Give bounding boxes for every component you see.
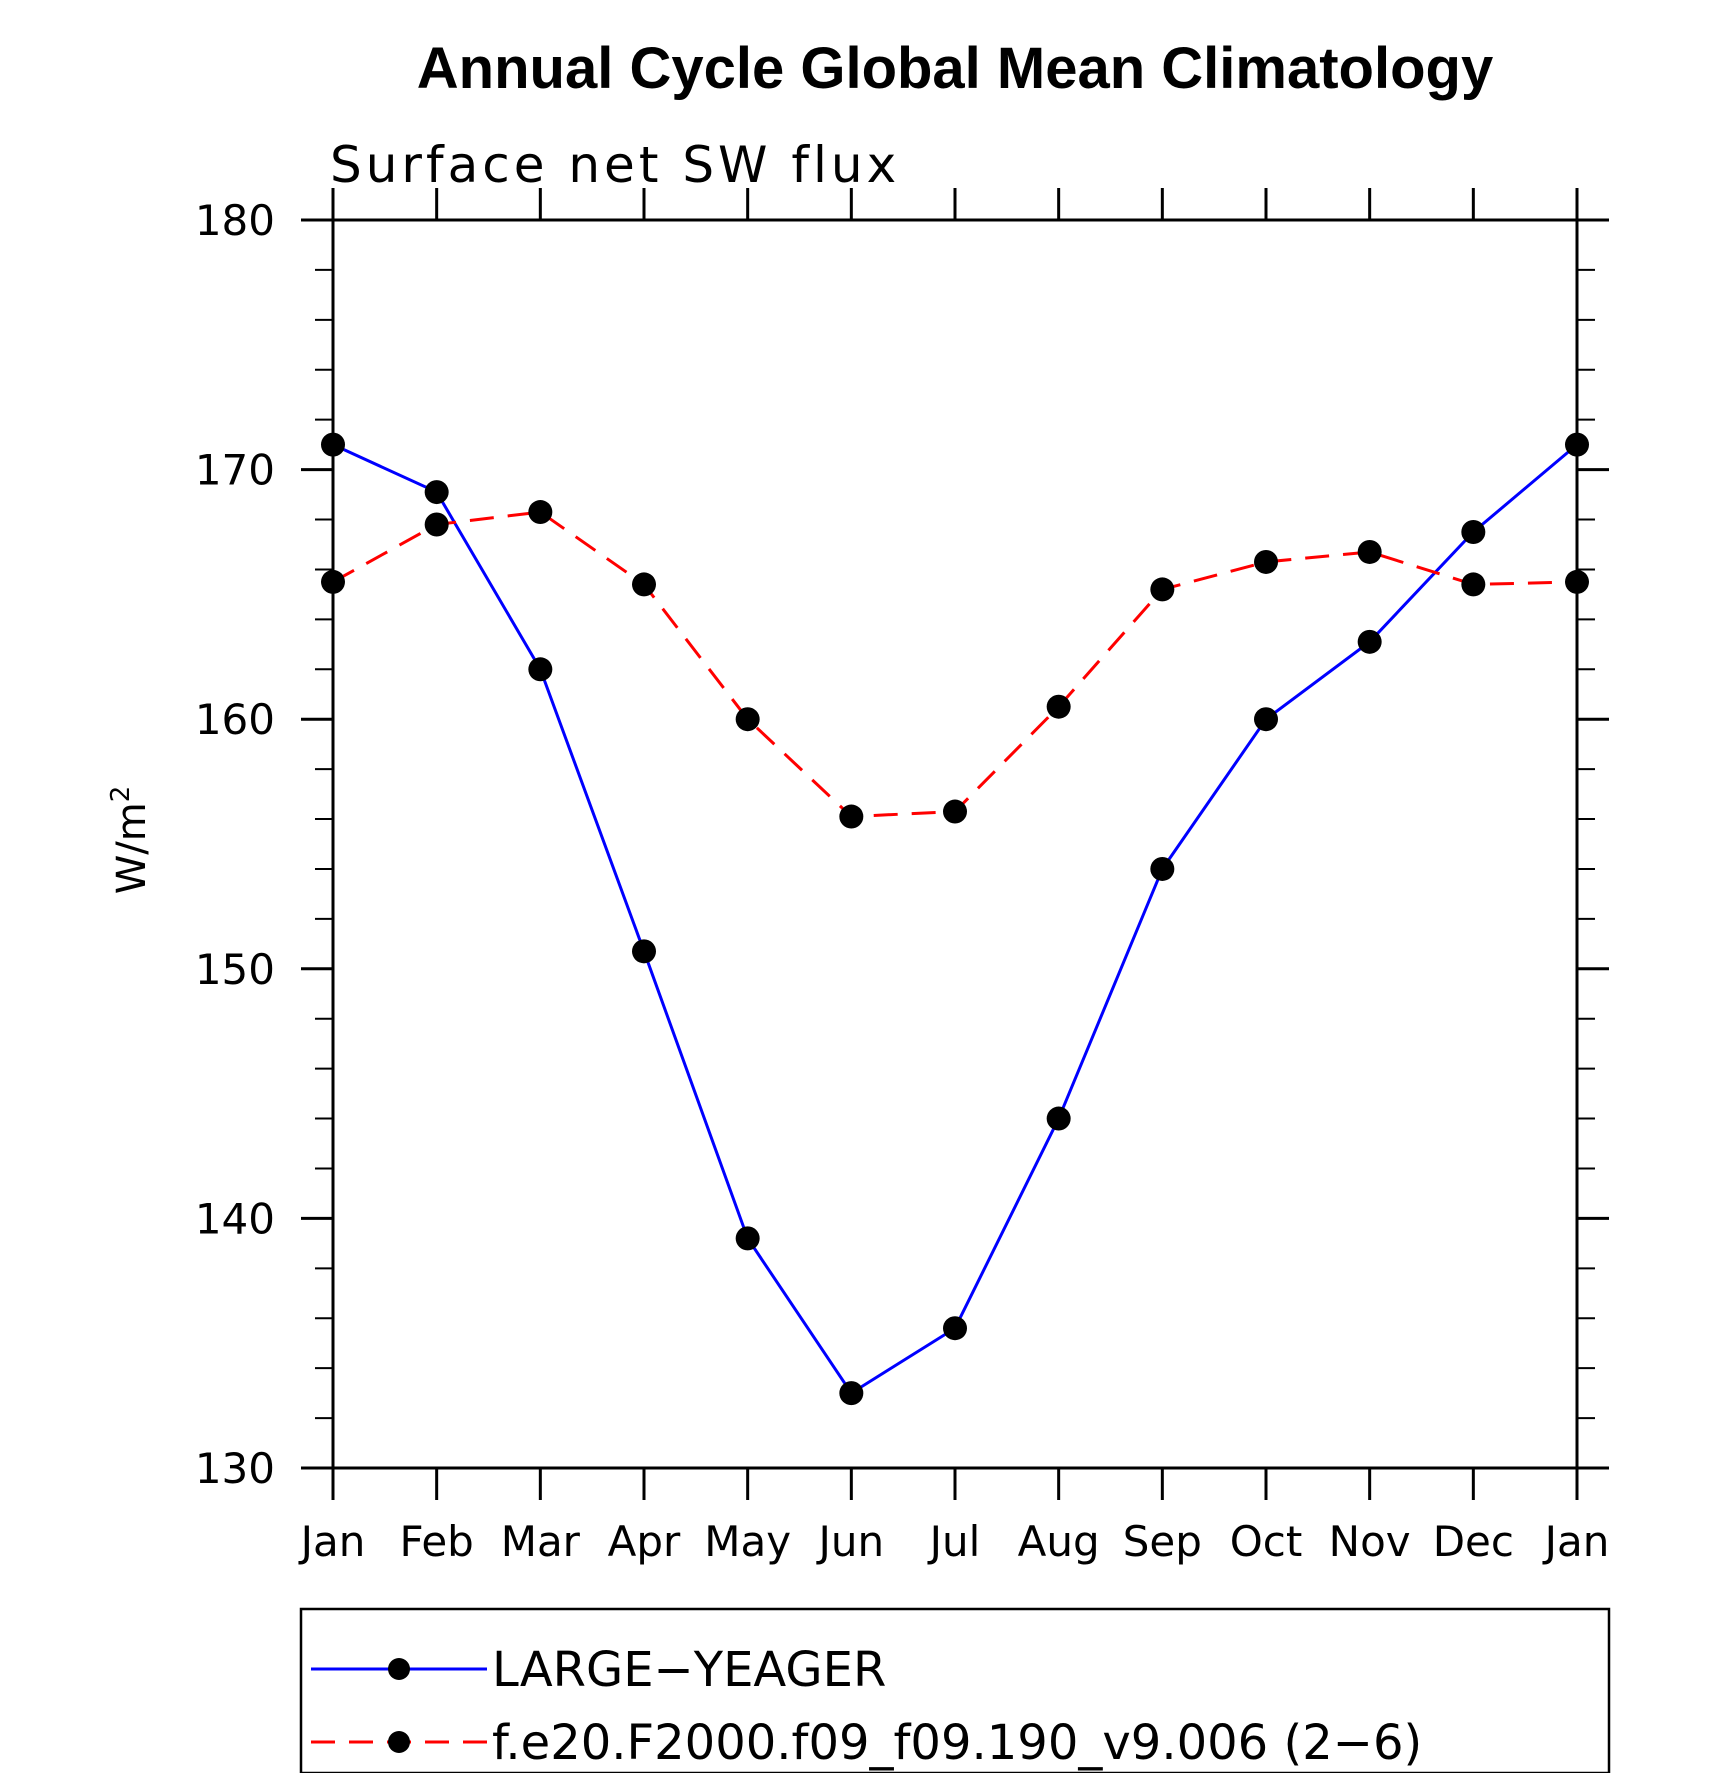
legend: LARGE−YEAGER f.e20.F2000.f09_f09.190_v9.0… (311, 1642, 1422, 1771)
data-point (839, 1381, 864, 1406)
legend-label: f.e20.F2000.f09_f09.190_v9.006 (2−6) (492, 1715, 1422, 1771)
data-point (1357, 629, 1382, 654)
data-point (632, 939, 656, 964)
x-tick-label: Nov (1329, 1517, 1411, 1566)
chart-subtitle: Surface net SW flux (330, 136, 900, 194)
legend-label: LARGE−YEAGER (492, 1642, 886, 1698)
x-tick-label: Jul (927, 1517, 981, 1566)
data-point (1357, 539, 1382, 564)
data-point (321, 432, 345, 457)
data-point (735, 1226, 760, 1251)
series-line (332, 443, 1578, 1396)
data-point (943, 1316, 967, 1341)
data-point (1565, 569, 1589, 594)
data-point (943, 799, 967, 824)
legend-swatch-marker (388, 1731, 410, 1753)
x-tick-label: Sep (1123, 1517, 1202, 1566)
data-point (1150, 577, 1175, 602)
data-point (1254, 549, 1278, 574)
x-tick-label: Oct (1230, 1517, 1303, 1566)
y-tick-label: 130 (195, 1444, 275, 1493)
data-point (424, 512, 449, 537)
data-point (1150, 856, 1175, 881)
y-tick-label: 180 (195, 196, 275, 245)
y-axis-label-base: W/m (109, 802, 155, 894)
y-axis-label: W/m2 (106, 786, 155, 895)
x-tick-label: Mar (501, 1517, 581, 1566)
x-tick-label: May (704, 1517, 791, 1566)
series-layer (321, 432, 1589, 1406)
legend-box (299, 1607, 1611, 1773)
series-line (332, 510, 1578, 819)
plot-axes: Jan Feb Mar Apr May Jun Jul Aug Sep Oct Nov Dec Jan 1… (195, 188, 1610, 1566)
y-tick-label: 160 (195, 695, 275, 744)
x-tick-label: Feb (399, 1517, 473, 1566)
data-point (321, 569, 345, 594)
data-point (528, 500, 553, 525)
y-tick-label: 150 (195, 945, 275, 994)
y-tick-label: 170 (195, 446, 275, 495)
x-tick-label: Apr (608, 1517, 681, 1566)
chart-title: Annual Cycle Global Mean Climatology (417, 36, 1493, 101)
y-axis-label-superscript: 2 (106, 786, 136, 803)
data-point (839, 804, 864, 829)
x-tick-label: Jan (298, 1517, 366, 1566)
legend-swatch-marker (388, 1658, 410, 1680)
series-1 (321, 432, 1589, 1406)
x-tick-label: Jun (816, 1517, 885, 1566)
x-tick-label: Jan (1542, 1517, 1610, 1566)
data-point (424, 480, 449, 505)
series-2 (321, 500, 1589, 829)
data-point (1046, 694, 1071, 719)
x-tick-label: Dec (1433, 1517, 1514, 1566)
y-tick-label: 140 (195, 1194, 275, 1243)
data-point (1461, 520, 1486, 544)
data-point (528, 657, 553, 682)
data-point (1461, 572, 1486, 597)
data-point (1565, 432, 1589, 457)
data-point (632, 572, 656, 597)
x-tick-label: Aug (1018, 1517, 1100, 1566)
data-point (1254, 707, 1278, 732)
data-point (735, 707, 760, 732)
data-point (1046, 1106, 1071, 1131)
plot-frame (331, 218, 1579, 1470)
